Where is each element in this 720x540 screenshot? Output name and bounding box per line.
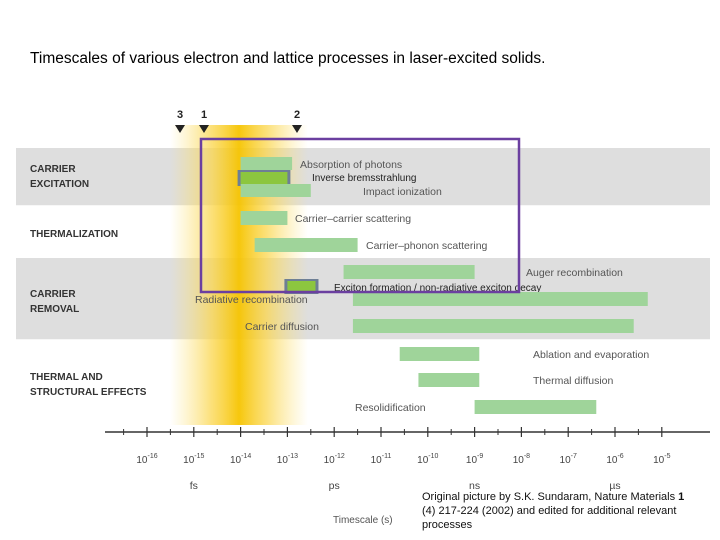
axis-tick-label: 10-15	[183, 453, 204, 466]
axis-tick-label: 10-14	[230, 453, 251, 466]
process-label: Auger recombination	[526, 267, 623, 279]
credit-suffix: (4) 217-224 (2002) and edited for additi…	[422, 505, 677, 531]
marker-label: 2	[294, 109, 300, 121]
axis-unit-label: µs	[609, 480, 620, 492]
category-label: REMOVAL	[30, 304, 79, 315]
axis-tick-label: 10-11	[371, 453, 392, 466]
axis-tick-label: 10-8	[513, 453, 530, 466]
process-bar	[287, 281, 316, 292]
marker-label: 3	[177, 109, 183, 121]
process-bar	[240, 184, 311, 197]
category-label: THERMALIZATION	[30, 229, 118, 240]
process-label: Ablation and evaporation	[533, 349, 649, 361]
process-label: Carrier diffusion	[245, 321, 319, 333]
axis-tick-label: 10-5	[653, 453, 670, 466]
credit-bold: 1	[678, 491, 685, 503]
process-label: Radiative recombination	[195, 294, 308, 306]
category-label: CARRIER	[30, 289, 76, 300]
category-label: STRUCTURAL EFFECTS	[30, 387, 147, 398]
axis-tick-label: 10-10	[417, 453, 438, 466]
marker-arrow-icon	[199, 125, 209, 133]
process-bar	[240, 172, 288, 184]
axis-tick-label: 10-13	[277, 453, 298, 466]
process-bar	[352, 319, 634, 333]
process-label: Absorption of photons	[300, 159, 402, 171]
category-label: THERMAL AND	[30, 372, 103, 383]
axis-tick-label: 10-9	[466, 453, 483, 466]
axis-unit-label: fs	[190, 480, 198, 492]
axis-title: Timescale (s)	[333, 515, 393, 526]
process-label: Resolidification	[355, 402, 426, 414]
process-label: Inverse bremsstrahlung	[312, 173, 417, 184]
axis-tick-label: 10-6	[606, 453, 623, 466]
category-label: CARRIER	[30, 164, 76, 175]
process-bar	[474, 400, 597, 414]
process-bar	[254, 238, 358, 252]
marker-label: 1	[201, 109, 207, 121]
process-label: Thermal diffusion	[533, 375, 614, 387]
axis-tick-label: 10-16	[136, 453, 157, 466]
process-label: Exciton formation / non-radiative excito…	[334, 283, 541, 294]
credit-note: Original picture by S.K. Sundaram, Natur…	[422, 490, 692, 532]
process-bar	[240, 157, 293, 170]
process-bar	[418, 373, 480, 387]
axis-unit-label: ps	[329, 480, 340, 492]
process-label: Carrier–phonon scattering	[366, 240, 488, 252]
process-bar	[352, 292, 648, 306]
axis-tick-label: 10-12	[324, 453, 345, 466]
credit-prefix: Original picture by S.K. Sundaram, Natur…	[422, 491, 679, 503]
marker-arrow-icon	[175, 125, 185, 133]
process-label: Impact ionization	[363, 186, 442, 198]
axis-unit-label: ns	[469, 480, 480, 492]
category-label: EXCITATION	[30, 179, 89, 190]
category-band	[16, 148, 710, 206]
process-bar	[240, 211, 288, 225]
process-label: Carrier–carrier scattering	[295, 213, 411, 225]
page-title: Timescales of various electron and latti…	[30, 50, 546, 67]
axis-tick-label: 10-7	[560, 453, 577, 466]
process-bar	[343, 265, 475, 279]
highlight-box	[199, 137, 521, 294]
marker-arrow-icon	[292, 125, 302, 133]
process-bar	[399, 347, 480, 361]
